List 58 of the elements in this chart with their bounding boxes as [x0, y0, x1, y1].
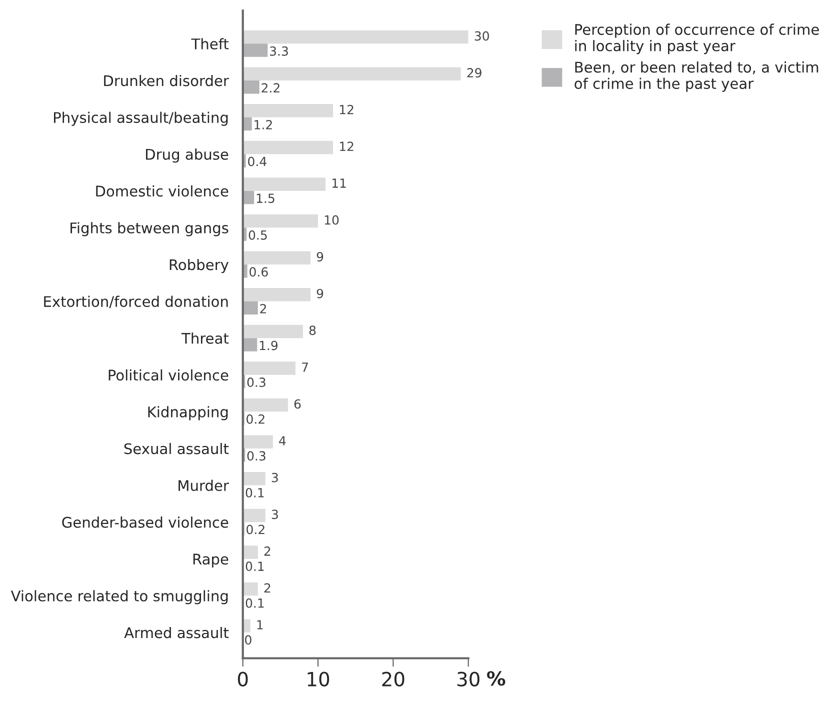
data-label: 0.2 — [246, 414, 264, 424]
data-label: 2.2 — [262, 83, 280, 92]
y-tick-label: Robbery — [170, 258, 229, 274]
y-tick-label: Extortion/forced donation — [44, 296, 228, 308]
y-tick-label: Physical assault/beating — [54, 112, 228, 126]
data-label: 9 — [316, 252, 324, 262]
y-tick-label: Domestic violence — [96, 185, 228, 197]
y-tick-label: Drug abuse — [146, 148, 228, 163]
data-label: 12 — [340, 142, 354, 151]
data-label: 0.1 — [246, 488, 264, 498]
data-label: 0.1 — [246, 598, 264, 608]
data-label: 10 — [324, 215, 339, 225]
y-tick-label: Sexual assault — [124, 442, 229, 454]
y-tick-label: Violence related to smuggling — [10, 590, 228, 604]
x-tick-label: 0 — [238, 672, 248, 686]
data-label: 12 — [340, 104, 354, 114]
data-label: 3 — [272, 472, 278, 482]
y-tick-label: Theft — [191, 38, 229, 50]
data-label: 9 — [316, 288, 324, 298]
y-tick-label: Drunken disorder — [104, 74, 229, 86]
data-label: 7 — [302, 362, 308, 372]
data-label: 1.9 — [260, 340, 278, 350]
data-label: 0.3 — [247, 451, 266, 461]
y-tick-label: Fights between gangs — [70, 222, 228, 236]
y-tick-label: Threat — [181, 332, 229, 344]
data-label: 2 — [264, 546, 270, 556]
data-label: 6 — [294, 399, 301, 409]
data-label: 0.3 — [247, 378, 266, 388]
data-label: 3 — [272, 510, 278, 520]
x-tick-label: 30 — [457, 672, 480, 686]
legend-label: Perception of occurrence of crime in locality in past year — [575, 24, 819, 54]
data-label: 8 — [309, 326, 316, 336]
y-tick-label: Kidnapping — [148, 406, 228, 420]
y-tick-label: Gender-based violence — [62, 516, 228, 528]
data-label: 0.4 — [248, 156, 266, 166]
data-label: 1.2 — [254, 120, 272, 130]
data-label: 1.5 — [256, 194, 274, 204]
data-label: 2 — [264, 583, 270, 593]
x-axis-title: % — [487, 671, 506, 686]
data-label: 2 — [260, 304, 266, 314]
legend-label: Been, or been related to, a victim of crime in the past year — [574, 61, 818, 92]
data-label: 3.3 — [270, 46, 288, 56]
data-label: 1 — [257, 620, 263, 630]
y-tick-label: Armed assault — [124, 626, 229, 638]
y-tick-label: Rape — [193, 554, 228, 568]
data-label: 0 — [245, 635, 252, 645]
data-label: 0.1 — [246, 562, 264, 572]
data-label: 30 — [474, 31, 489, 41]
x-tick-label: 10 — [308, 672, 330, 686]
y-tick-label: Murder — [178, 480, 229, 492]
data-label: 29 — [467, 68, 482, 78]
data-label: 0.5 — [248, 230, 267, 240]
data-label: 0.6 — [250, 267, 268, 277]
data-label: 11 — [332, 178, 346, 188]
y-tick-label: Political violence — [108, 369, 228, 381]
x-tick-label: 20 — [382, 672, 404, 686]
data-label: 0.2 — [246, 524, 264, 534]
data-label: 4 — [279, 436, 286, 446]
